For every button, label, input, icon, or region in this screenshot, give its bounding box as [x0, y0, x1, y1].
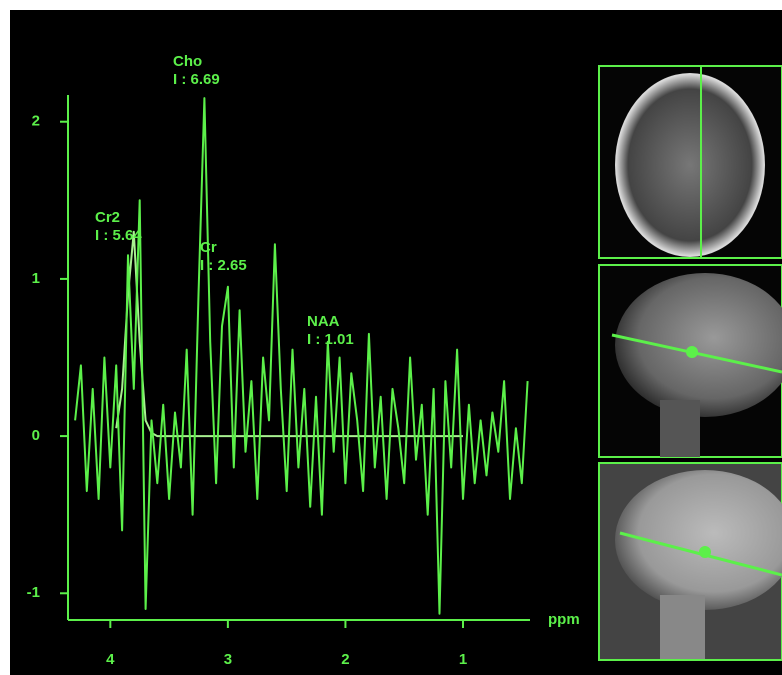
peak-integral: I : 2.65 — [200, 257, 247, 274]
y-tick-label: 0 — [32, 427, 40, 444]
neck-2 — [660, 595, 705, 659]
peak-name: Cr — [200, 239, 217, 256]
neck-1 — [660, 400, 700, 457]
x-axis-label: ppm — [548, 611, 580, 628]
mri-panels — [599, 66, 782, 660]
voxel-1 — [686, 346, 698, 358]
peak-integral: I : 1.01 — [307, 331, 354, 348]
voxel-2 — [699, 546, 711, 558]
peak-integral: I : 6.69 — [173, 71, 220, 88]
x-tick-label: 1 — [459, 651, 467, 668]
y-tick-label: 2 — [32, 113, 40, 130]
y-tick-label: -1 — [27, 584, 40, 601]
peak-name: Cho — [173, 53, 202, 70]
x-tick-label: 3 — [224, 651, 232, 668]
peak-integral: I : 5.64 — [95, 227, 142, 244]
x-tick-label: 4 — [106, 651, 115, 668]
y-tick-label: 1 — [32, 270, 40, 287]
screenshot: ppm 210-14321ChoI : 6.69Cr2I : 5.64CrI :… — [0, 0, 782, 675]
axial-image — [615, 73, 765, 257]
peak-name: Cr2 — [95, 209, 120, 226]
x-tick-label: 2 — [341, 651, 349, 668]
peak-name: NAA — [307, 313, 340, 330]
